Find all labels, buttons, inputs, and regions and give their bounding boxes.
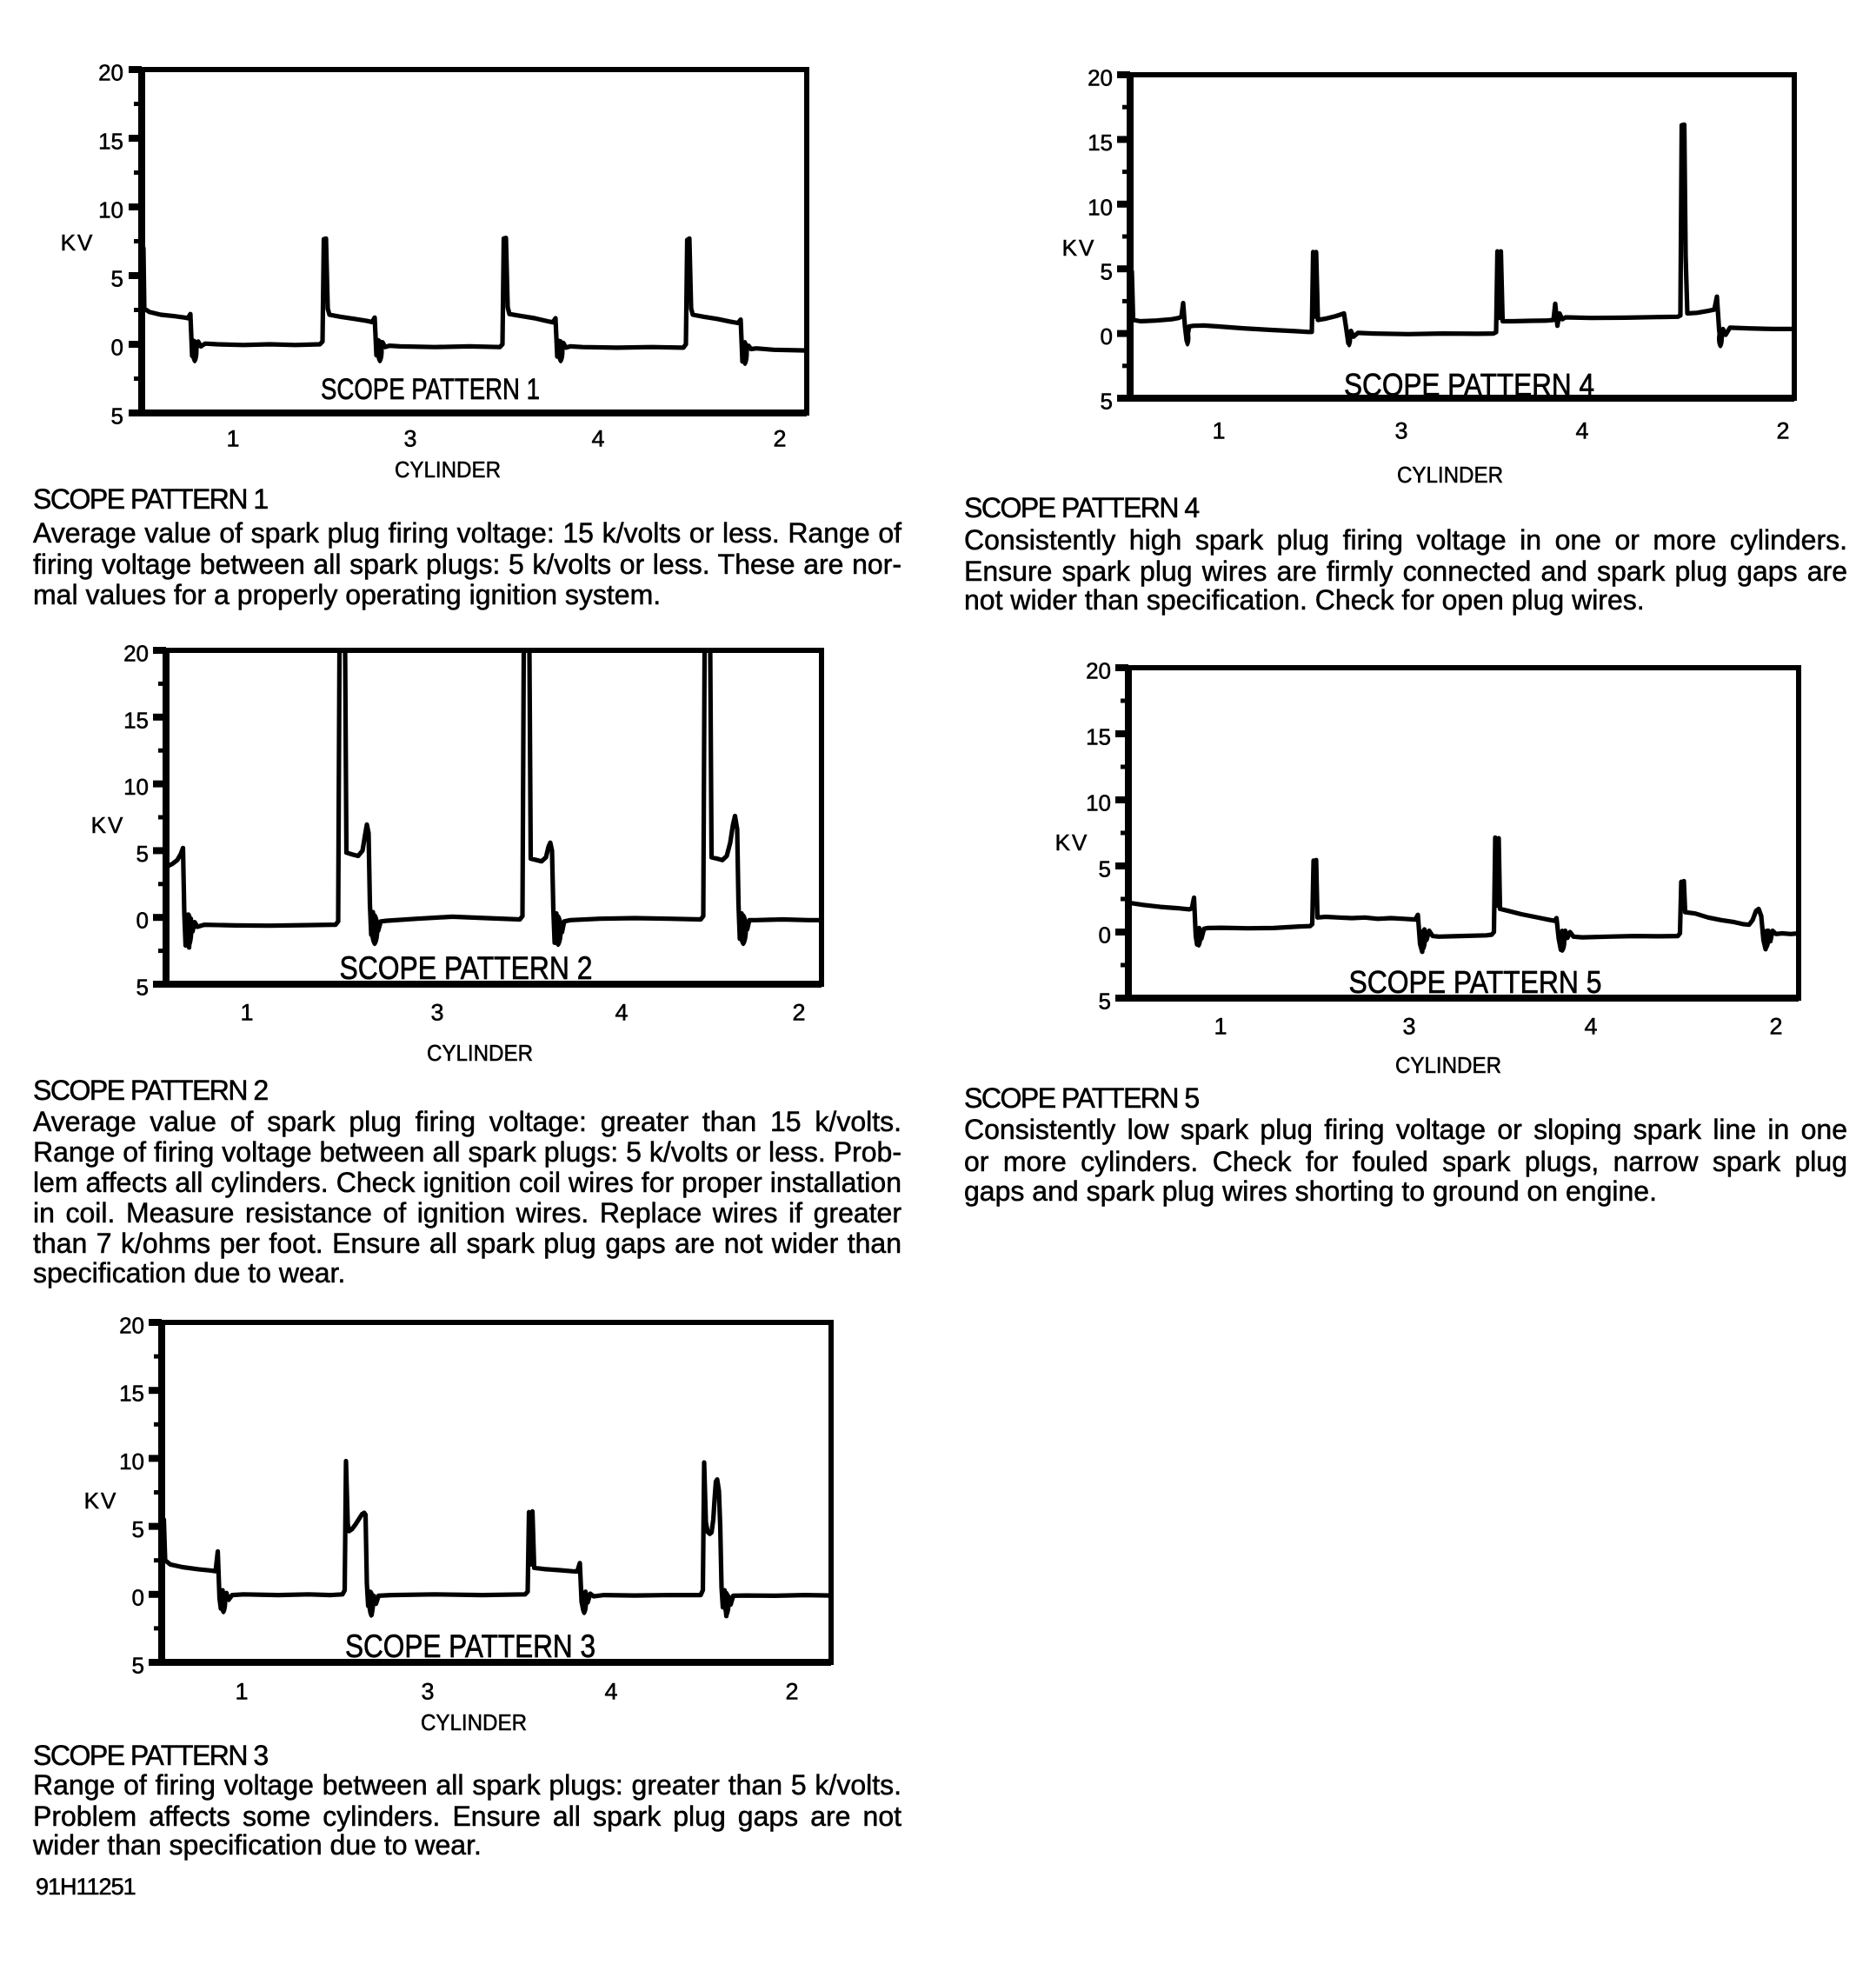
svg-text:0: 0 <box>111 335 123 361</box>
svg-text:5: 5 <box>1099 989 1111 1015</box>
svg-text:KV: KV <box>1062 235 1096 261</box>
svg-text:15: 15 <box>1088 130 1113 156</box>
svg-text:20: 20 <box>1088 65 1113 91</box>
svg-text:20: 20 <box>119 1313 144 1339</box>
svg-text:5: 5 <box>111 266 123 292</box>
svg-text:15: 15 <box>123 707 149 733</box>
svg-text:1: 1 <box>235 1679 248 1705</box>
svg-text:KV: KV <box>1055 829 1089 856</box>
svg-text:1: 1 <box>1212 418 1225 444</box>
svg-text:CYLINDER: CYLINDER <box>427 1040 533 1066</box>
svg-text:3: 3 <box>403 426 416 452</box>
svg-text:1: 1 <box>240 1000 253 1026</box>
svg-text:0: 0 <box>1099 922 1111 949</box>
svg-text:KV: KV <box>61 230 95 256</box>
svg-text:10: 10 <box>98 197 123 223</box>
svg-text:0: 0 <box>132 1584 144 1610</box>
svg-text:10: 10 <box>123 774 149 800</box>
svg-text:3: 3 <box>1402 1014 1415 1040</box>
svg-text:2: 2 <box>1769 1014 1782 1040</box>
svg-text:3: 3 <box>1394 418 1407 444</box>
svg-text:KV: KV <box>84 1488 118 1514</box>
svg-text:SCOPE PATTERN 5: SCOPE PATTERN 5 <box>1349 964 1602 1000</box>
svg-text:CYLINDER: CYLINDER <box>1395 1052 1501 1078</box>
svg-text:20: 20 <box>123 641 149 667</box>
svg-text:2: 2 <box>1776 418 1789 444</box>
svg-text:0: 0 <box>136 908 149 934</box>
svg-text:5: 5 <box>136 841 149 867</box>
svg-text:4: 4 <box>604 1679 617 1705</box>
svg-text:KV: KV <box>91 812 125 838</box>
svg-text:1: 1 <box>1214 1014 1227 1040</box>
svg-text:3: 3 <box>430 1000 443 1026</box>
svg-text:SCOPE PATTERN 3: SCOPE PATTERN 3 <box>345 1628 595 1664</box>
svg-text:SCOPE PATTERN 2: SCOPE PATTERN 2 <box>340 950 593 986</box>
svg-text:15: 15 <box>1086 724 1111 750</box>
svg-text:10: 10 <box>119 1448 144 1475</box>
svg-text:4: 4 <box>591 426 604 452</box>
svg-text:15: 15 <box>119 1381 144 1407</box>
svg-text:3: 3 <box>421 1679 434 1705</box>
svg-text:10: 10 <box>1088 194 1113 220</box>
svg-text:5: 5 <box>1101 259 1113 285</box>
svg-text:2: 2 <box>773 426 786 452</box>
svg-text:2: 2 <box>792 1000 805 1026</box>
svg-text:CYLINDER: CYLINDER <box>1397 462 1503 488</box>
svg-text:SCOPE PATTERN 1: SCOPE PATTERN 1 <box>321 373 540 406</box>
svg-text:4: 4 <box>1575 418 1588 444</box>
svg-text:5: 5 <box>1099 856 1111 882</box>
svg-text:5: 5 <box>136 975 149 1001</box>
svg-text:15: 15 <box>98 129 123 155</box>
svg-text:SCOPE PATTERN 4: SCOPE PATTERN 4 <box>1344 367 1594 403</box>
svg-text:4: 4 <box>1584 1014 1597 1040</box>
svg-text:20: 20 <box>1086 658 1111 684</box>
svg-text:10: 10 <box>1086 790 1111 816</box>
svg-text:1: 1 <box>226 426 239 452</box>
svg-text:4: 4 <box>615 1000 628 1026</box>
svg-text:2: 2 <box>785 1679 798 1705</box>
svg-text:5: 5 <box>111 403 123 429</box>
svg-text:5: 5 <box>132 1653 144 1679</box>
svg-text:5: 5 <box>132 1516 144 1542</box>
svg-text:CYLINDER: CYLINDER <box>421 1709 527 1735</box>
svg-text:0: 0 <box>1101 323 1113 350</box>
svg-text:20: 20 <box>98 60 123 86</box>
svg-text:5: 5 <box>1101 389 1113 415</box>
svg-text:CYLINDER: CYLINDER <box>395 456 501 483</box>
